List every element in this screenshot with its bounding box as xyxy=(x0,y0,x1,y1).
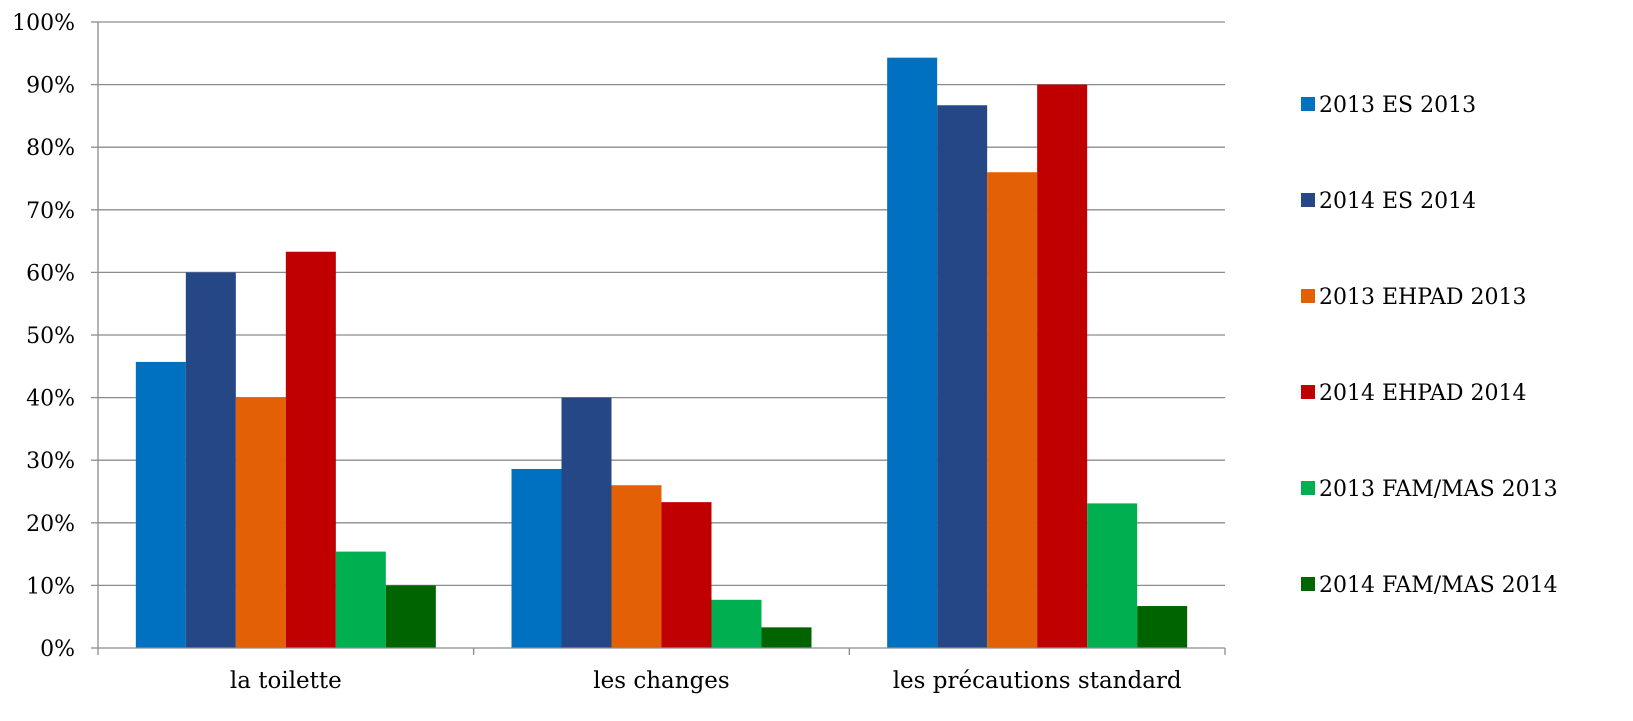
bar xyxy=(1037,84,1088,649)
bar xyxy=(135,361,186,648)
legend-swatch xyxy=(1301,97,1315,111)
y-tick-label: 60% xyxy=(26,261,75,286)
bar xyxy=(937,105,988,649)
legend-label: 2013 ES 2013 xyxy=(1319,93,1476,118)
axes xyxy=(91,21,1226,655)
bar xyxy=(235,397,286,648)
legend-label: 2014 FAM/MAS 2014 xyxy=(1319,573,1558,598)
bar xyxy=(511,468,562,648)
bar xyxy=(761,627,812,648)
y-tick-label: 80% xyxy=(26,136,75,161)
y-tick-label: 20% xyxy=(26,512,75,537)
x-axis-category-labels: la toilette les changes les précautions st… xyxy=(230,668,1182,694)
legend-swatch xyxy=(1301,193,1315,207)
y-tick-label: 50% xyxy=(26,324,75,349)
y-tick-label: 0% xyxy=(40,637,75,662)
bar xyxy=(1087,503,1138,648)
legend-label: 2013 EHPAD 2013 xyxy=(1319,285,1527,310)
bar xyxy=(561,397,612,648)
y-tick-label: 10% xyxy=(26,574,75,599)
bar xyxy=(185,272,236,648)
y-tick-label: 40% xyxy=(26,387,75,412)
y-tick-label: 70% xyxy=(26,199,75,224)
legend-swatch xyxy=(1301,289,1315,303)
legend-swatch xyxy=(1301,481,1315,495)
x-category-label: les précautions standard xyxy=(893,668,1182,694)
y-tick-label: 30% xyxy=(26,449,75,474)
y-tick-label: 100% xyxy=(12,11,75,36)
x-category-label: la toilette xyxy=(230,668,342,694)
y-tick-label: 90% xyxy=(26,74,75,99)
bar xyxy=(385,585,436,648)
bar xyxy=(1137,606,1188,648)
bar xyxy=(711,599,762,648)
legend-swatch xyxy=(1301,577,1315,591)
bars xyxy=(135,57,1188,649)
bar xyxy=(987,172,1038,649)
bar xyxy=(887,57,938,648)
legend: 2013 ES 2013 2014 ES 2014 2013 EHPAD 2013 2… xyxy=(1301,93,1558,598)
legend-swatch xyxy=(1301,385,1315,399)
legend-label: 2014 EHPAD 2014 xyxy=(1319,381,1527,406)
bar xyxy=(335,551,386,648)
bar xyxy=(661,502,712,648)
bar xyxy=(611,485,662,648)
bar xyxy=(285,251,336,648)
legend-label: 2014 ES 2014 xyxy=(1319,189,1476,214)
legend-label: 2013 FAM/MAS 2013 xyxy=(1319,477,1558,502)
y-axis-tick-labels: 0% 10% 20% 30% 40% 50% 60% 70% 80% 90% 100% xyxy=(12,11,75,662)
x-category-label: les changes xyxy=(593,668,729,694)
